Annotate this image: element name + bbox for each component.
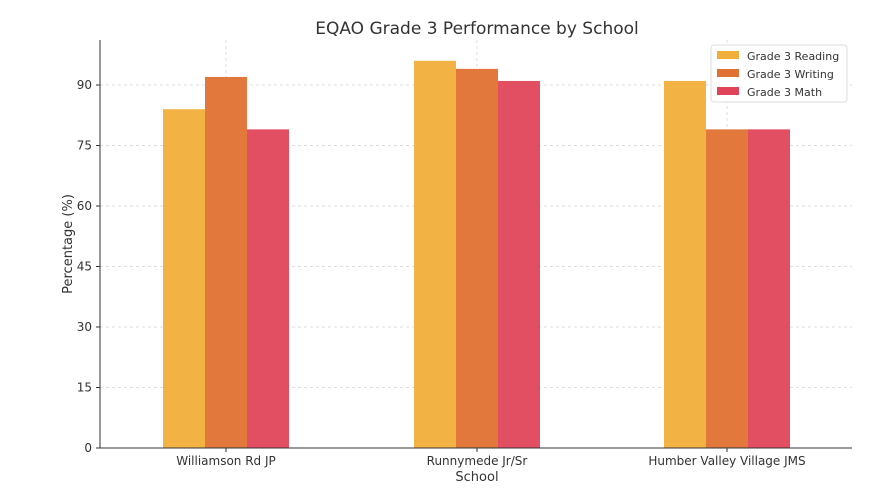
- y-tick-label: 30: [77, 320, 92, 334]
- x-tick-label: Humber Valley Village JMS: [648, 454, 805, 468]
- y-tick-label: 45: [77, 260, 92, 274]
- x-tick-label: Runnymede Jr/Sr: [427, 454, 528, 468]
- bar-1-0: [205, 76, 247, 448]
- legend-box: [710, 44, 848, 103]
- y-axis-label: Percentage (%): [61, 194, 76, 294]
- bar-0-1: [414, 60, 456, 449]
- y-tick-label: 15: [77, 381, 92, 395]
- legend: Grade 3 Reading Grade 3 Writing Grade 3 Ma…: [710, 44, 848, 103]
- y-tick-label: 75: [77, 139, 92, 153]
- legend-swatch: [717, 51, 739, 59]
- legend-label: Grade 3 Writing: [747, 68, 834, 81]
- bar-0-2: [664, 80, 706, 448]
- x-tick-label: Williamson Rd JP: [176, 454, 276, 468]
- legend-swatch: [717, 69, 739, 77]
- bar-2-0: [247, 129, 289, 448]
- bar-1-2: [706, 129, 748, 448]
- chart-title: EQAO Grade 3 Performance by School: [315, 19, 639, 39]
- legend-label: Grade 3 Reading: [747, 50, 839, 63]
- x-axis-label: School: [455, 470, 498, 485]
- bar-1-1: [456, 68, 498, 448]
- legend-label: Grade 3 Math: [747, 86, 822, 99]
- bar-2-1: [498, 80, 540, 448]
- legend-swatch: [717, 87, 739, 95]
- y-tick-label: 0: [84, 441, 92, 455]
- y-tick-label: 90: [77, 78, 92, 92]
- bar-0-0: [163, 109, 205, 448]
- y-tick-label: 60: [77, 199, 92, 213]
- bar-2-2: [748, 129, 790, 448]
